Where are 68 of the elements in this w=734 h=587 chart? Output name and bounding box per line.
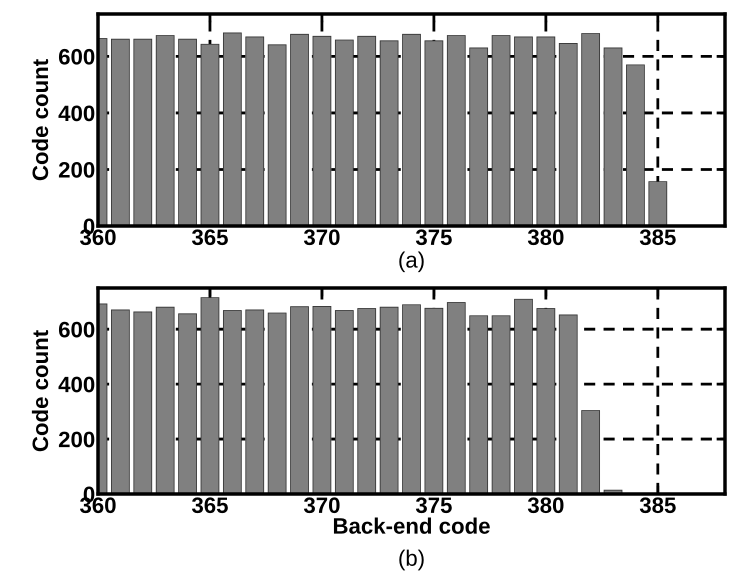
text: (a) (399, 251, 424, 272)
bar (446, 35, 466, 226)
bar (222, 310, 242, 494)
y-axis-title: Code count (32, 59, 48, 180)
bar (245, 36, 264, 226)
bar (536, 308, 556, 494)
x-tick-label: 365 (192, 497, 228, 514)
x-tick-label: 370 (304, 229, 340, 246)
bar (514, 36, 533, 226)
bar (558, 42, 578, 226)
y-tick-label: 200 (58, 162, 94, 178)
bar (402, 34, 421, 226)
y-tick-label: 200 (58, 432, 94, 448)
y-tick-label: 400 (58, 376, 94, 392)
bar (648, 181, 668, 226)
bar (222, 32, 242, 226)
bar (446, 302, 466, 494)
bar (357, 36, 376, 226)
bar (290, 34, 309, 226)
bar (268, 44, 287, 226)
bar (492, 315, 510, 494)
bar (312, 306, 332, 494)
bar (357, 308, 376, 494)
x-tick-label: 380 (528, 497, 564, 514)
bar (469, 315, 488, 494)
bar (424, 40, 444, 226)
bar (290, 306, 309, 494)
bar (558, 314, 578, 494)
x-tick-label: 375 (416, 229, 452, 246)
bar (581, 33, 600, 226)
bar (200, 297, 220, 494)
x-tick-label: 365 (192, 229, 228, 246)
y-tick-label: 400 (58, 105, 94, 122)
bar (156, 306, 175, 494)
bar (178, 313, 197, 494)
bar (536, 36, 556, 226)
bar (156, 35, 175, 226)
y-tick-label: 600 (58, 48, 94, 65)
bar (111, 310, 130, 494)
bar (133, 311, 152, 494)
y-tick-label: 600 (58, 322, 94, 338)
bar (178, 38, 197, 226)
bar (626, 64, 645, 226)
y-axis-title: Code count (32, 330, 48, 452)
bar (492, 35, 510, 226)
bar (133, 38, 152, 226)
bar (312, 36, 332, 226)
x-tick-label: 375 (416, 497, 452, 514)
x-axis-title: Back-end code (334, 517, 490, 534)
bar (200, 44, 220, 226)
bar (424, 308, 444, 494)
bar (380, 306, 398, 494)
x-tick-label: 385 (640, 497, 676, 514)
bar (469, 48, 488, 226)
bar (245, 310, 264, 494)
bar (334, 310, 354, 494)
x-tick-label: 370 (304, 497, 340, 514)
bar (334, 40, 354, 226)
bar (604, 48, 622, 226)
x-tick-label: 385 (640, 229, 676, 246)
bar (380, 40, 398, 226)
bar (111, 38, 130, 226)
bar (268, 312, 287, 494)
text: (b) (399, 550, 424, 570)
bar (581, 410, 600, 494)
x-tick-label: 380 (528, 229, 564, 246)
bar (402, 304, 421, 494)
bar (514, 298, 533, 494)
